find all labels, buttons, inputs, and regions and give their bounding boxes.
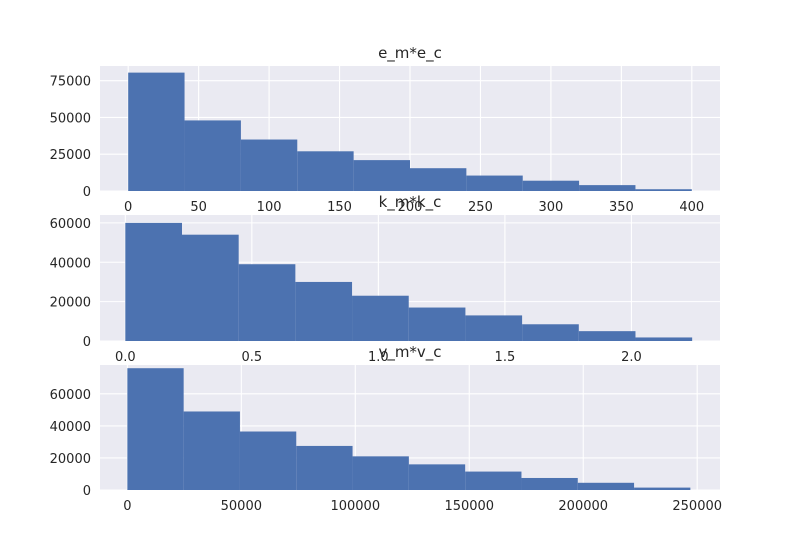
histogram-bar — [410, 168, 467, 191]
histogram-bar — [635, 189, 692, 191]
histogram-bar — [522, 180, 580, 191]
x-tick-label: 300 — [538, 200, 563, 215]
histogram-bar — [579, 185, 636, 191]
histogram-bar — [127, 368, 184, 490]
x-tick-label: 2.0 — [621, 350, 642, 365]
histogram-bar — [295, 281, 353, 341]
x-tick-label: 100000 — [330, 499, 380, 514]
histogram-bar — [240, 139, 298, 191]
histogram-bar — [352, 295, 409, 341]
subplot-1: 0 50 100 150 200 250 300 350 400 0 25000 50000 75000… — [50, 44, 720, 215]
x-tick-label: 1.0 — [368, 350, 389, 365]
histogram-bar — [465, 471, 522, 490]
y-tick-label: 20000 — [50, 452, 91, 467]
x-tick-label: 0.0 — [115, 350, 136, 365]
histogram-bar — [184, 120, 241, 191]
x-tick-label: 250 — [468, 200, 493, 215]
y-tick-label: 25000 — [50, 148, 91, 163]
histogram-bar — [408, 307, 466, 341]
histogram-bar — [238, 264, 296, 341]
x-tick-label: 50000 — [221, 499, 262, 514]
x-tick-label: 150000 — [444, 499, 494, 514]
histogram-bar — [578, 331, 636, 341]
x-tick-label: 200000 — [558, 499, 608, 514]
subplot-2: 0.0 0.5 1.0 1.5 2.0 0 20000 40000 60000 k_m*k_c — [50, 193, 720, 365]
histogram-bar — [634, 487, 691, 490]
x-tick-label: 0 — [123, 499, 131, 514]
y-tick-label: 60000 — [50, 217, 91, 232]
x-tick-label: 250000 — [672, 499, 722, 514]
histogram-bar — [239, 431, 297, 490]
x-tick-label: 50 — [190, 200, 207, 215]
subplot-title: v_m*v_c — [378, 343, 441, 362]
histogram-bar — [296, 445, 353, 490]
histogram-bar — [183, 411, 240, 490]
x-tick-label: 150 — [327, 200, 352, 215]
subplot-title: k_m*k_c — [379, 193, 442, 212]
histogram-bar — [522, 324, 579, 341]
subplot-title: e_m*e_c — [378, 44, 442, 63]
y-tick-label: 75000 — [50, 75, 91, 90]
x-tick-label: 100 — [257, 200, 282, 215]
y-tick-label: 0 — [83, 335, 91, 350]
histogram-bar — [353, 160, 410, 191]
y-tick-label: 50000 — [50, 111, 91, 126]
histogram-bar — [297, 151, 354, 191]
histogram-bar — [635, 337, 693, 341]
histogram-bar — [128, 72, 185, 191]
x-tick-label: 200 — [398, 200, 423, 215]
histogram-bar — [466, 175, 523, 191]
histogram-bar — [181, 234, 239, 341]
y-tick-label: 0 — [83, 484, 91, 499]
histogram-bar — [408, 464, 466, 490]
x-tick-label: 400 — [679, 200, 704, 215]
histogram-bar — [352, 456, 409, 490]
subplot-3: 0 50000 100000 150000 200000 250000 0 20000 4000… — [50, 343, 722, 514]
histogram-bar — [521, 477, 578, 490]
y-tick-label: 60000 — [50, 388, 91, 403]
histogram-bar — [125, 222, 182, 341]
histogram-bar — [577, 482, 635, 490]
y-tick-label: 20000 — [50, 296, 91, 311]
y-tick-label: 40000 — [50, 420, 91, 435]
x-tick-label: 350 — [609, 200, 634, 215]
y-tick-label: 40000 — [50, 256, 91, 271]
y-tick-label: 0 — [83, 185, 91, 200]
histogram-bar — [465, 315, 523, 341]
x-tick-label: 0 — [124, 200, 132, 215]
x-tick-label: 0.5 — [241, 350, 262, 365]
x-tick-label: 1.5 — [495, 350, 516, 365]
